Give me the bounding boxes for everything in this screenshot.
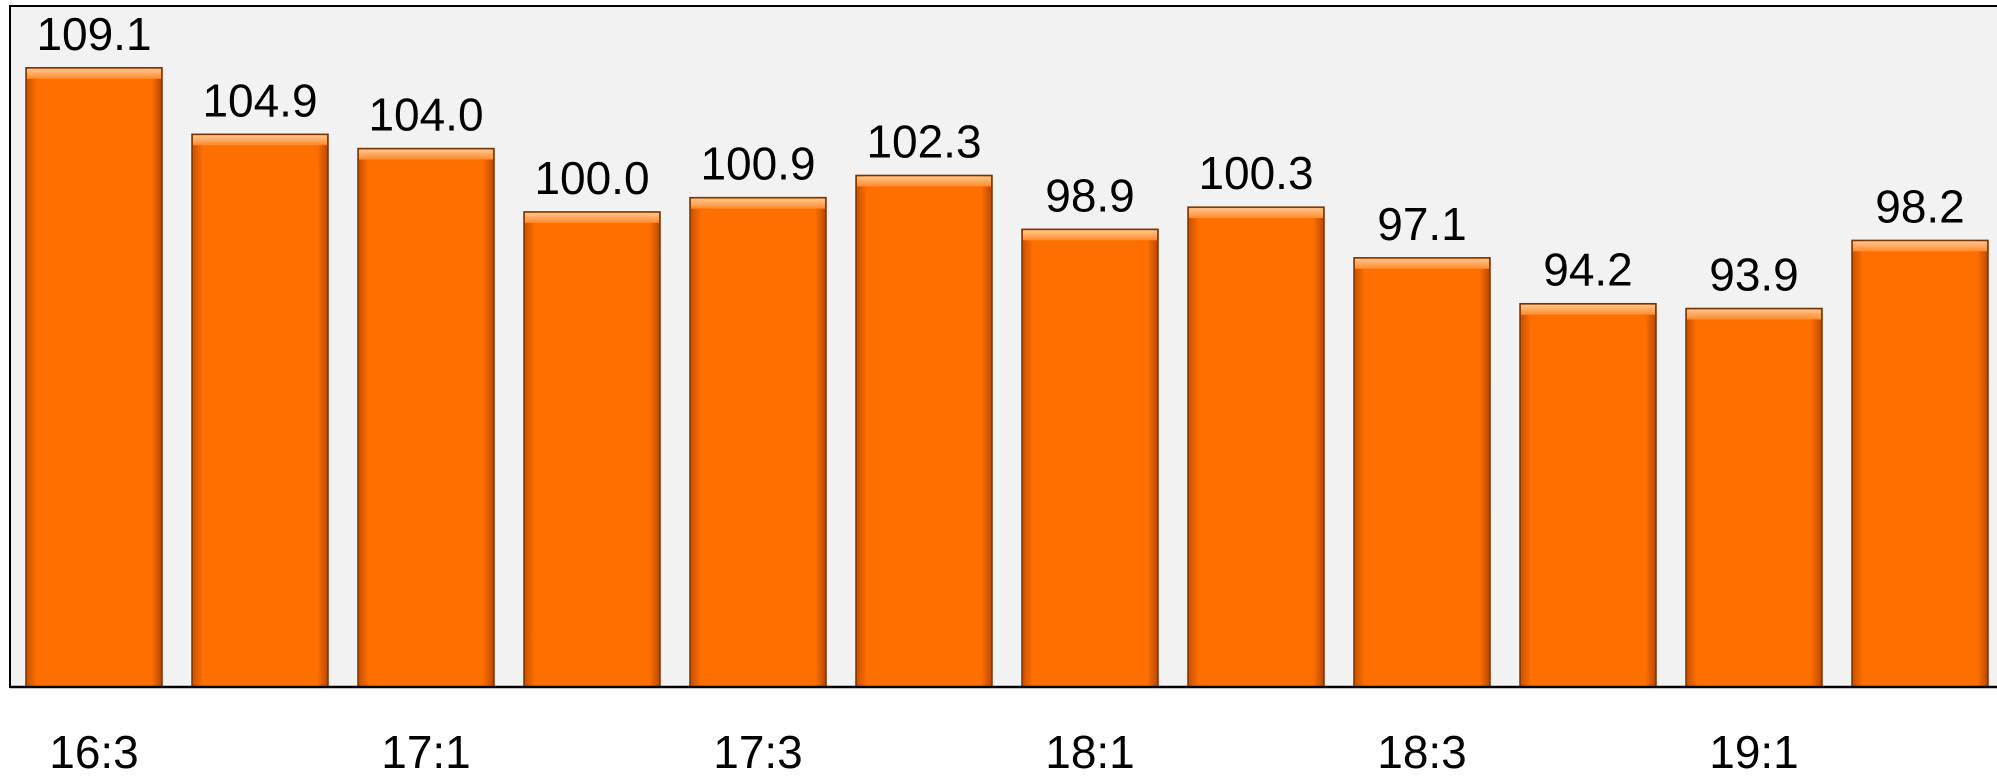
x-tick-label-19:1: 19:1: [1709, 726, 1799, 776]
data-label-18:3: 97.1: [1377, 198, 1467, 250]
bar-17:4: [855, 174, 993, 688]
bar-body: [357, 147, 495, 688]
data-label-17:1: 104.0: [368, 89, 483, 141]
bar-16:4: [191, 133, 329, 688]
bar-17:1: [357, 147, 495, 688]
data-label-18:4: 94.2: [1543, 244, 1633, 296]
data-label-19:1: 93.9: [1709, 248, 1799, 300]
bar-19:1: [1685, 307, 1823, 688]
bar-body: [1021, 228, 1159, 688]
bar-body: [689, 196, 827, 688]
data-label-18:2: 100.3: [1198, 147, 1313, 199]
bar-17:3: [689, 196, 827, 688]
x-tick-label-16:3: 16:3: [49, 726, 139, 776]
bar-bevel: [857, 176, 991, 187]
bar-body: [523, 211, 661, 688]
data-label-19:2: 98.2: [1875, 180, 1965, 232]
bar-body: [25, 67, 163, 688]
data-label-17:2: 100.0: [534, 152, 649, 204]
bar-17:2: [523, 211, 661, 688]
x-tick-label-17:1: 17:1: [381, 726, 471, 776]
x-tick-label-17:3: 17:3: [713, 726, 803, 776]
plot-area: [9, 5, 1997, 688]
x-tick-label-18:1: 18:1: [1045, 726, 1135, 776]
bar-body: [1519, 302, 1657, 688]
bar-bevel: [359, 149, 493, 160]
x-tick-label-18:3: 18:3: [1377, 726, 1467, 776]
data-label-17:4: 102.3: [866, 115, 981, 167]
bar-19:2: [1851, 239, 1989, 688]
bar-18:2: [1187, 206, 1325, 688]
bar-18:3: [1353, 257, 1491, 688]
bar-bevel: [1023, 230, 1157, 241]
bar-bevel: [1521, 304, 1655, 315]
data-label-17:3: 100.9: [700, 138, 815, 190]
data-label-16:4: 104.9: [202, 74, 317, 126]
bar-18:1: [1021, 228, 1159, 688]
bar-body: [1353, 257, 1491, 688]
bar-bevel: [1853, 241, 1987, 252]
bar-bevel: [27, 68, 161, 79]
bar-bevel: [525, 212, 659, 223]
x-axis-tick-labels: 16:3 17:1 17:3 18:1 18:3 19:1: [49, 726, 1799, 776]
bar-bevel: [691, 198, 825, 209]
bar-body: [191, 133, 329, 688]
bar-bevel: [1189, 208, 1323, 219]
data-labels: 109.1 104.9 104.0 100.0 100.9 102.3 98.9 100.3 9…: [36, 8, 1964, 301]
bar-bevel: [1355, 258, 1489, 269]
bar-body: [855, 174, 993, 688]
bar-18:4: [1519, 302, 1657, 688]
bar-body: [1685, 307, 1823, 688]
bar-16:3: [25, 67, 163, 688]
bar-series: [25, 67, 1989, 688]
bar-body: [1187, 206, 1325, 688]
bar-bevel: [193, 135, 327, 146]
bar-body: [1851, 239, 1989, 688]
bar-bevel: [1687, 309, 1821, 320]
data-label-18:1: 98.9: [1045, 169, 1135, 221]
data-label-16:3: 109.1: [36, 8, 151, 60]
